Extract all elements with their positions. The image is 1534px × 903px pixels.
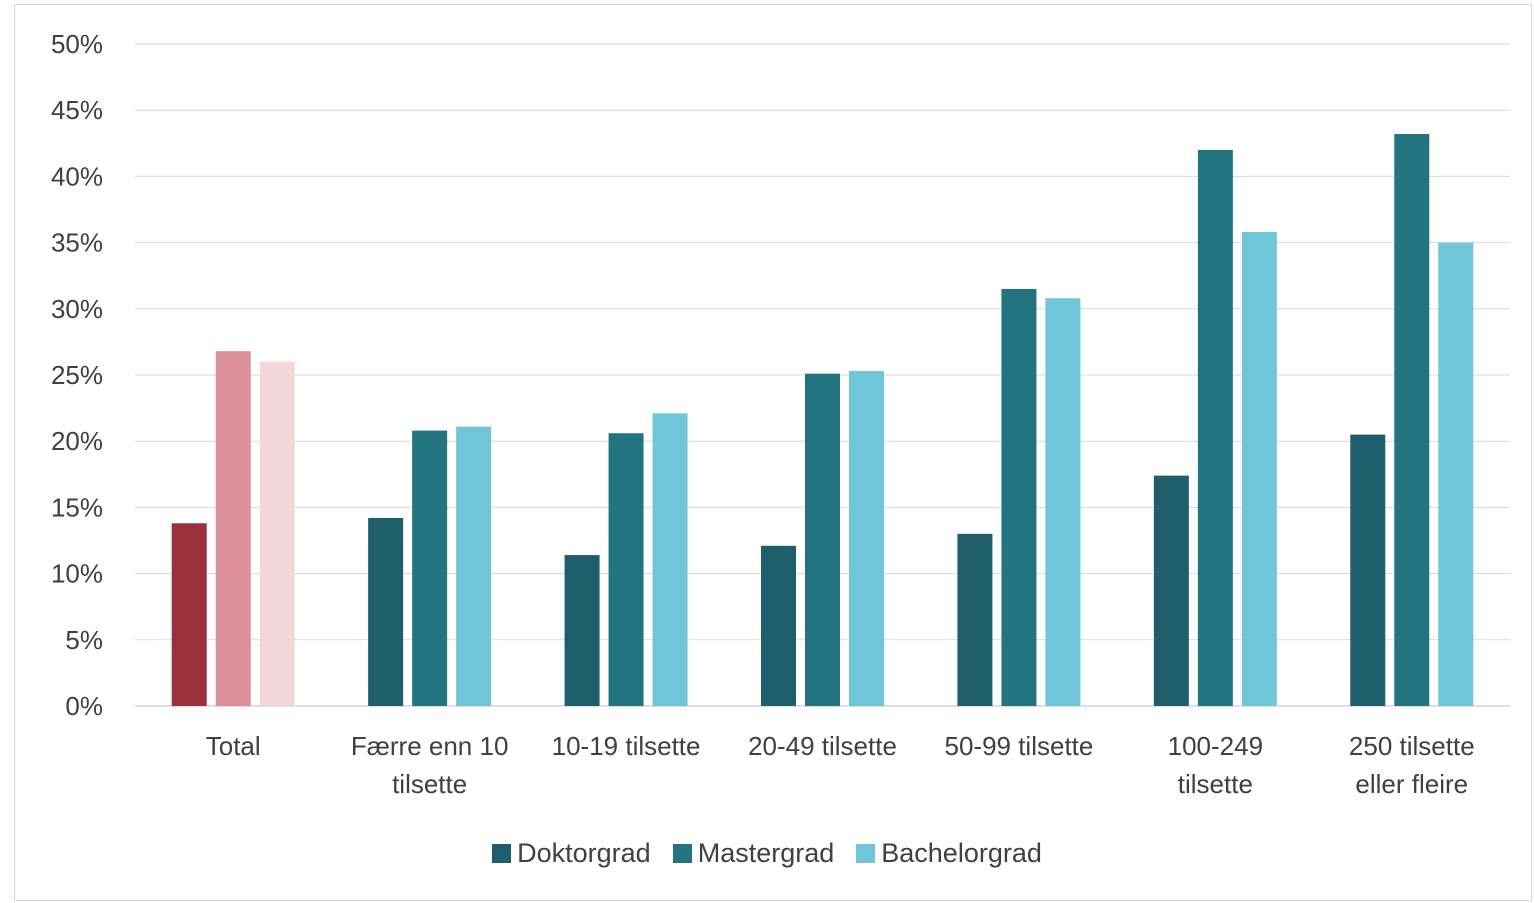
bar-doktorgrad-6 <box>1350 434 1386 706</box>
legend-item-bachelorgrad: Bachelorgrad <box>856 838 1042 869</box>
bar-mastergrad-3 <box>805 373 840 706</box>
y-axis-ticks: 0% 5% 10% 15% 20% 25% 30% 35% 40% 45% 50% <box>51 29 103 721</box>
legend-swatch <box>492 844 512 863</box>
x-category-label: 50-99 tilsette <box>944 731 1093 761</box>
x-category-label: tilsette <box>392 769 467 799</box>
legend-item-mastergrad: Mastergrad <box>672 838 835 869</box>
y-tick-label: 20% <box>51 426 103 456</box>
y-tick-label: 45% <box>51 95 103 125</box>
bar-bachelorgrad-5 <box>1241 232 1277 706</box>
bar-mastergrad-4 <box>1001 288 1037 706</box>
bar-doktorgrad-3 <box>761 545 796 706</box>
legend-label: Bachelorgrad <box>881 838 1042 868</box>
x-axis-categories: Total Færre enn 10 tilsette 10-19 tilsette 2… <box>206 731 1475 799</box>
x-category-label: 10-19 tilsette <box>552 731 701 761</box>
legend: Doktorgrad Mastergrad Bachelorgrad <box>0 838 1534 869</box>
y-tick-label: 10% <box>51 559 103 589</box>
bar-doktorgrad-4 <box>957 533 993 706</box>
y-tick-label: 50% <box>51 29 103 59</box>
bar-mastergrad-2 <box>608 433 644 706</box>
gridlines <box>135 43 1510 707</box>
legend-label: Mastergrad <box>697 838 835 868</box>
legend-swatch <box>672 844 692 863</box>
x-category-label: Total <box>206 731 261 761</box>
y-tick-label: 30% <box>51 294 103 324</box>
bar-bachelorgrad-4 <box>1045 298 1081 706</box>
bar-bachelorgrad-2 <box>652 413 688 706</box>
y-tick-label: 15% <box>51 492 103 522</box>
x-category-label: eller fleire <box>1355 769 1468 799</box>
bar-mastergrad-5 <box>1197 149 1233 707</box>
x-category-label: tilsette <box>1178 769 1253 799</box>
bar-mastergrad-6 <box>1394 134 1430 707</box>
bar-bachelorgrad-3 <box>849 371 884 706</box>
y-tick-label: 35% <box>51 228 103 258</box>
bar-mastergrad-0 <box>215 351 251 706</box>
x-category-label: 20-49 tilsette <box>748 731 897 761</box>
legend-swatch <box>856 844 876 863</box>
legend-label: Doktorgrad <box>517 838 651 868</box>
x-category-label: Færre enn 10 <box>351 731 509 761</box>
y-tick-label: 0% <box>65 691 103 721</box>
bar-doktorgrad-0 <box>171 523 207 706</box>
y-tick-label: 5% <box>65 625 103 655</box>
y-tick-label: 40% <box>51 161 103 191</box>
x-category-label: 100-249 <box>1168 731 1263 761</box>
bar-doktorgrad-2 <box>564 555 600 706</box>
bar-bachelorgrad-1 <box>456 426 492 706</box>
legend-item-doktorgrad: Doktorgrad <box>492 838 651 869</box>
bar-doktorgrad-5 <box>1153 475 1189 706</box>
bar-bachelorgrad-0 <box>259 361 295 706</box>
bar-bachelorgrad-6 <box>1438 242 1474 706</box>
y-tick-label: 25% <box>51 360 103 390</box>
bar-doktorgrad-1 <box>368 517 404 706</box>
bars <box>171 134 1474 707</box>
x-category-label: 250 tilsette <box>1349 731 1475 761</box>
bar-mastergrad-1 <box>412 430 448 706</box>
